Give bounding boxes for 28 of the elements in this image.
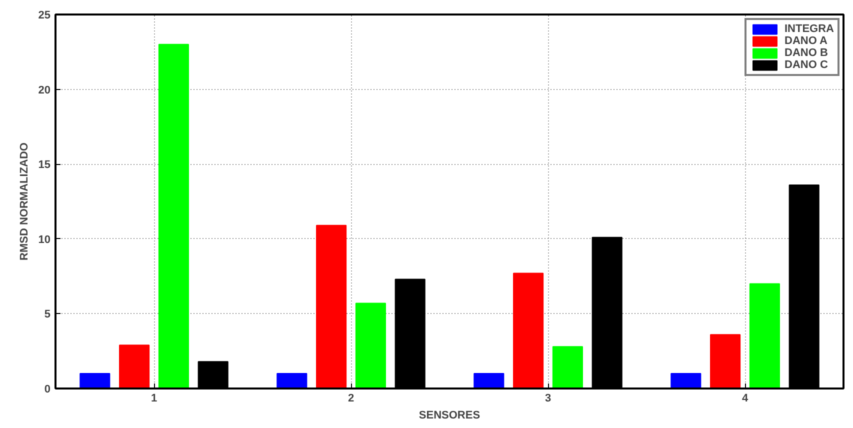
bar <box>80 373 110 388</box>
y-tick-label: 15 <box>38 159 51 172</box>
x-tick-label: 4 <box>742 392 749 404</box>
y-tick-label: 5 <box>44 308 51 321</box>
legend-label: DANO A <box>784 35 828 47</box>
bar <box>749 283 780 388</box>
x-tick-label: 1 <box>150 392 158 404</box>
x-tick-label: 3 <box>544 392 552 404</box>
legend-label: DANO C <box>784 59 828 71</box>
y-tick-label: 25 <box>38 10 51 22</box>
legend-label: DANO B <box>784 47 828 59</box>
bar <box>710 334 741 388</box>
bar <box>355 302 386 388</box>
y-tick-label: 20 <box>38 84 51 96</box>
y-tick-label: 0 <box>44 384 51 396</box>
bar <box>513 272 544 388</box>
x-axis-title: SENSORES <box>418 410 480 422</box>
bar <box>670 373 702 388</box>
bar <box>316 224 347 388</box>
y-tick-label: 10 <box>38 234 51 246</box>
legend-label: INTEGRA <box>784 23 834 35</box>
bar <box>119 344 150 388</box>
bar <box>158 44 189 388</box>
y-axis-title: RMSD NORMALIZADO <box>18 142 30 260</box>
bar <box>276 373 308 388</box>
x-tick-label: 2 <box>348 392 354 404</box>
bar <box>474 373 504 388</box>
bar <box>552 346 583 388</box>
